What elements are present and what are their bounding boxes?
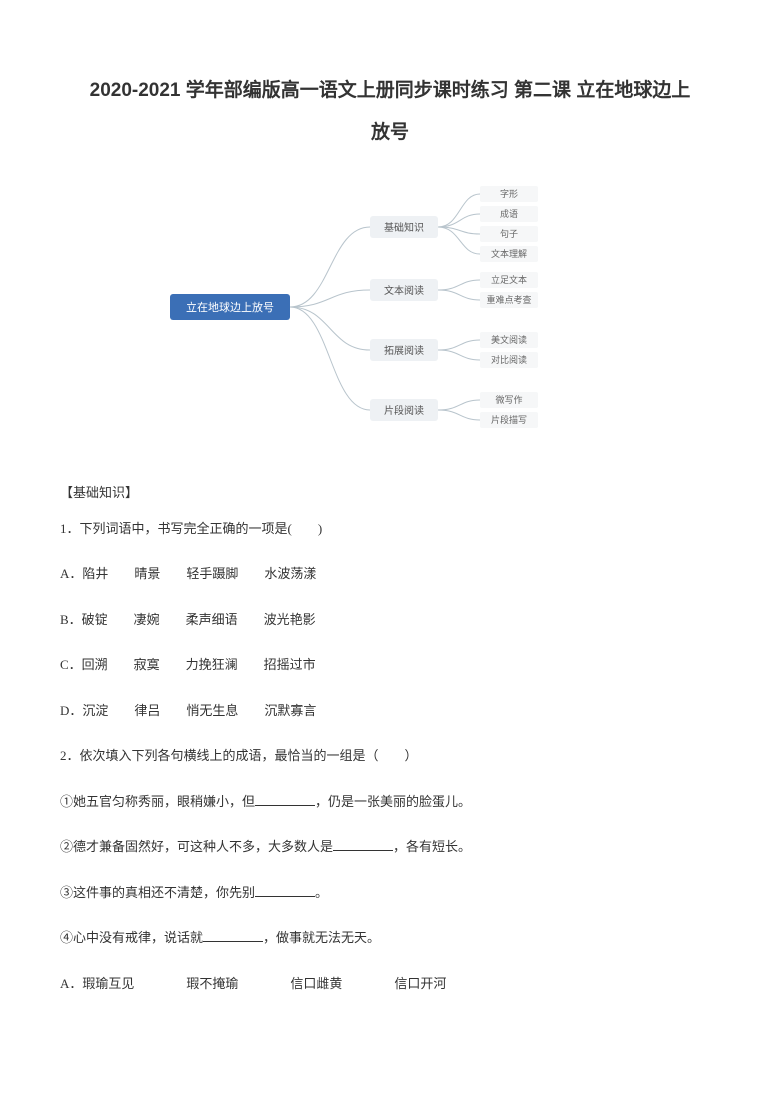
mindmap-root-label: 立在地球边上放号 xyxy=(186,300,274,314)
leaf-1-4-label: 文本理解 xyxy=(491,248,527,259)
mindmap-sec-1-label: 基础知识 xyxy=(384,221,424,234)
section-label: 【基础知识】 xyxy=(60,482,720,501)
leaf-1-2-label: 成语 xyxy=(500,208,518,219)
mindmap-sec-4-label: 片段阅读 xyxy=(384,404,424,417)
q2-s3: ③这件事的真相还不清楚，你先别 。 xyxy=(60,883,720,903)
leaf-3-1-label: 美文阅读 xyxy=(491,334,527,345)
edge-root-3 xyxy=(290,307,370,350)
edge-2-1 xyxy=(438,280,480,290)
q2-s2-a: ②德才兼备固然好，可这种人不多，大多数人是 xyxy=(60,839,333,854)
title-line-1: 2020-2021 学年部编版高一语文上册同步课时练习 第二课 立在地球边上 xyxy=(60,70,720,112)
leaf-4-2-label: 片段描写 xyxy=(491,414,527,425)
leaf-2-1-label: 立足文本 xyxy=(491,274,527,285)
mindmap-container: 立在地球边上放号 基础知识 文本阅读 拓展阅读 片段阅读 字形 成语 句子 文本… xyxy=(60,172,720,452)
leaf-1-1-label: 字形 xyxy=(500,188,518,199)
page-title: 2020-2021 学年部编版高一语文上册同步课时练习 第二课 立在地球边上 放… xyxy=(60,70,720,154)
q2-s1: ①她五官匀称秀丽，眼稍嫌小，但 ，仍是一张美丽的脸蛋儿。 xyxy=(60,792,720,812)
blank-3 xyxy=(255,884,315,897)
edge-1-4 xyxy=(438,227,480,254)
q2-s3-a: ③这件事的真相还不清楚，你先别 xyxy=(60,885,255,900)
edge-3-1 xyxy=(438,340,480,350)
q1-stem: 1．下列词语中，书写完全正确的一项是( ) xyxy=(60,519,720,539)
edge-root-4 xyxy=(290,307,370,410)
blank-2 xyxy=(333,838,393,851)
q2-stem: 2．依次填入下列各句横线上的成语，最恰当的一组是（ ） xyxy=(60,746,720,766)
q2-s2-b: ，各有短长。 xyxy=(393,839,471,854)
q1-opt-c: C．回溯 寂寞 力挽狂澜 招摇过市 xyxy=(60,655,720,675)
mindmap-sec-3-label: 拓展阅读 xyxy=(384,344,424,357)
edge-1-1 xyxy=(438,194,480,227)
edge-4-2 xyxy=(438,410,480,420)
leaf-2-2-label: 重难点考查 xyxy=(486,294,531,305)
leaf-4-1-label: 微写作 xyxy=(495,394,522,405)
leaf-3-2-label: 对比阅读 xyxy=(491,354,527,365)
edge-1-2 xyxy=(438,214,480,227)
blank-4 xyxy=(203,929,263,942)
q2-s3-b: 。 xyxy=(315,885,328,900)
edge-root-1 xyxy=(290,227,370,307)
mindmap-sec-2-label: 文本阅读 xyxy=(384,284,424,297)
edge-2-2 xyxy=(438,290,480,300)
q2-s4: ④心中没有戒律，说话就 ，做事就无法无天。 xyxy=(60,928,720,948)
q1-opt-a: A．陷井 晴景 轻手蹑脚 水波荡漾 xyxy=(60,564,720,584)
edge-4-1 xyxy=(438,400,480,410)
q1-opt-d: D．沉淀 律吕 悄无生息 沉默寡言 xyxy=(60,701,720,721)
q1-opt-b: B．破锭 凄婉 柔声细语 波光艳影 xyxy=(60,610,720,630)
edge-3-2 xyxy=(438,350,480,360)
q2-s4-a: ④心中没有戒律，说话就 xyxy=(60,930,203,945)
title-line-2: 放号 xyxy=(60,112,720,154)
q2-s1-b: ，仍是一张美丽的脸蛋儿。 xyxy=(315,794,471,809)
q2-s1-a: ①她五官匀称秀丽，眼稍嫌小，但 xyxy=(60,794,255,809)
leaf-1-3-label: 句子 xyxy=(500,228,518,239)
blank-1 xyxy=(255,793,315,806)
mindmap-svg: 立在地球边上放号 基础知识 文本阅读 拓展阅读 片段阅读 字形 成语 句子 文本… xyxy=(160,172,620,452)
q2-opt-a: A．瑕瑜互见 瑕不掩瑜 信口雌黄 信口开河 xyxy=(60,974,720,994)
q2-s2: ②德才兼备固然好，可这种人不多，大多数人是 ，各有短长。 xyxy=(60,837,720,857)
q2-s4-b: ，做事就无法无天。 xyxy=(263,930,380,945)
